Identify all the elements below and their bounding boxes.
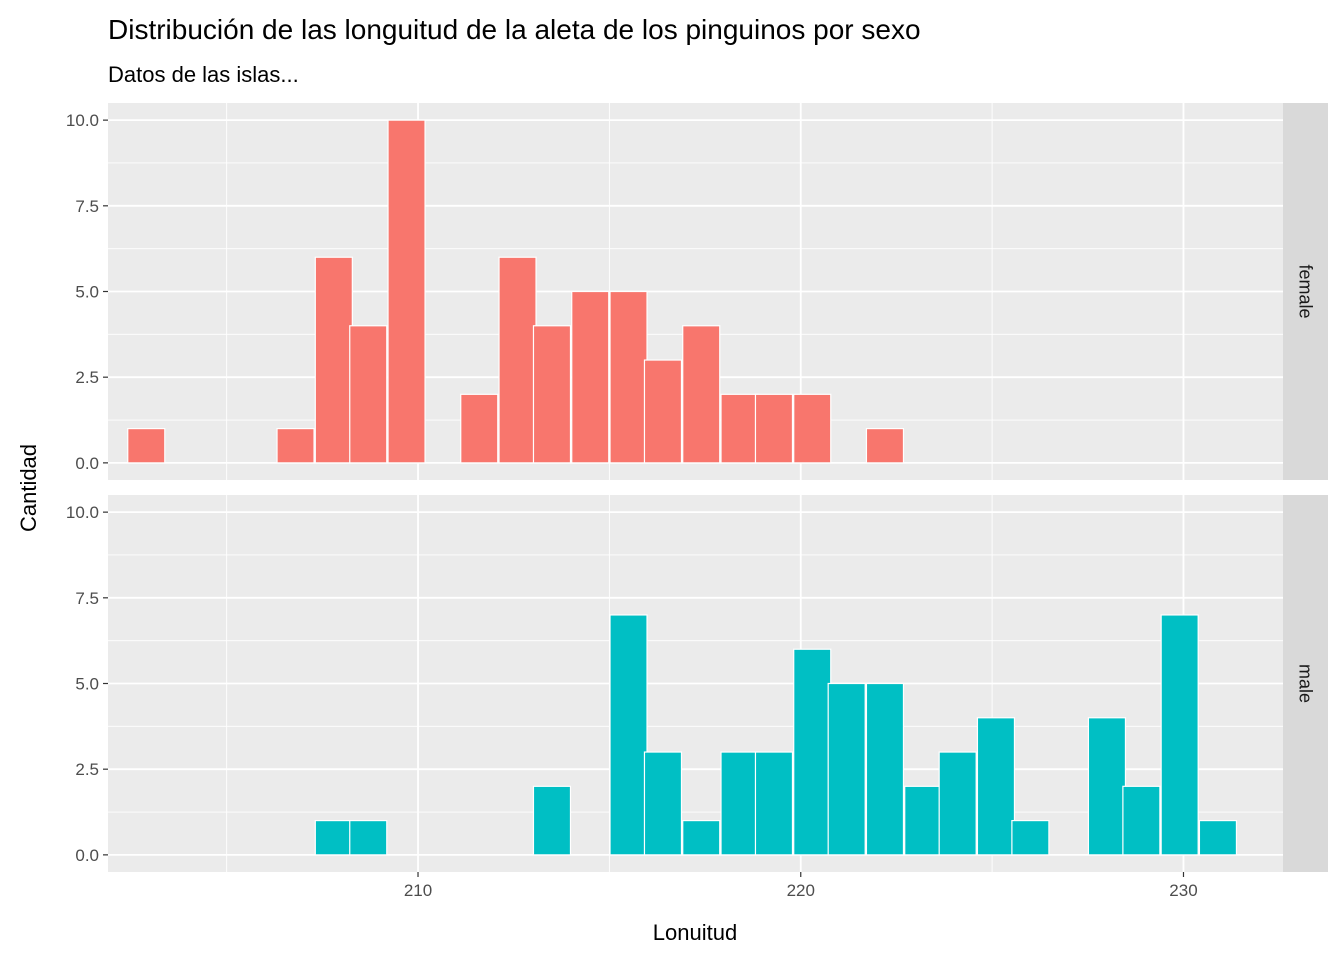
histogram-bar — [865, 682, 905, 856]
y-tick-label: 10.0 — [66, 503, 99, 522]
facet-strip — [1283, 495, 1328, 872]
facet-panel-male: 0.0 2.5 5.0 7.5 10.0 male — [66, 495, 1328, 872]
histogram-bar — [827, 682, 866, 856]
histogram-bar — [349, 819, 388, 856]
y-tick-label: 10.0 — [66, 111, 99, 130]
histogram-bar — [904, 785, 943, 856]
facet-strip-label: male — [1296, 664, 1316, 703]
histogram-bar — [127, 427, 166, 464]
x-tick-label: 210 — [404, 881, 432, 900]
y-tick-label: 2.5 — [75, 760, 99, 779]
histogram-bar — [498, 256, 537, 464]
x-tick-label: 230 — [1169, 881, 1197, 900]
y-tick-label: 7.5 — [75, 589, 99, 608]
histogram-bar — [720, 751, 759, 856]
histogram-bar — [720, 393, 759, 464]
y-tick-label: 0.0 — [75, 454, 99, 473]
histogram-bar — [682, 325, 721, 464]
y-tick-label: 5.0 — [75, 675, 99, 694]
histogram-bar — [793, 648, 832, 856]
histogram-bar — [609, 290, 648, 464]
histogram-bar — [754, 751, 794, 856]
histogram-bar — [1087, 717, 1127, 856]
y-tick-label: 2.5 — [75, 368, 99, 387]
histogram-bar — [1122, 785, 1161, 856]
histogram-bar — [1198, 819, 1238, 856]
histogram-bar — [571, 290, 610, 464]
histogram-bar — [1011, 819, 1050, 856]
histogram-bar — [976, 717, 1016, 856]
facet-panels: 0.0 2.5 5.0 7.5 10.0 female 0.0 2.5 5.0 7.5 10.0 ma… — [66, 103, 1328, 872]
x-tick-label: 220 — [787, 881, 815, 900]
facet-strip — [1283, 103, 1328, 480]
facet-strip-label: female — [1296, 264, 1316, 318]
histogram-bar — [793, 393, 832, 464]
chart-title: Distribución de las longuitud de la alet… — [108, 14, 921, 45]
histogram-bar — [682, 819, 721, 856]
histogram-bar — [754, 393, 794, 464]
histogram-bar — [938, 751, 977, 856]
y-tick-label: 0.0 — [75, 846, 99, 865]
histogram-bar — [865, 427, 905, 464]
histogram-bar — [314, 819, 353, 856]
histogram-bar — [276, 427, 315, 464]
facet-panel-female: 0.0 2.5 5.0 7.5 10.0 female — [66, 103, 1328, 480]
histogram-bar — [314, 256, 353, 464]
chart-subtitle: Datos de las islas... — [108, 62, 299, 87]
histogram-bar — [349, 325, 388, 464]
histogram-bar — [643, 751, 683, 856]
histogram-bar — [460, 393, 499, 464]
histogram-bar — [643, 359, 683, 464]
x-axis: 210 220 230 — [404, 872, 1198, 900]
histogram-bar — [609, 614, 648, 856]
histogram-bar — [1160, 614, 1199, 856]
x-axis-title: Lonuitud — [653, 920, 737, 945]
y-tick-label: 5.0 — [75, 283, 99, 302]
y-tick-label: 7.5 — [75, 197, 99, 216]
y-axis-title: Cantidad — [16, 444, 41, 532]
histogram-bar — [532, 785, 572, 856]
histogram-bar — [532, 325, 572, 464]
histogram-bar — [387, 119, 426, 464]
